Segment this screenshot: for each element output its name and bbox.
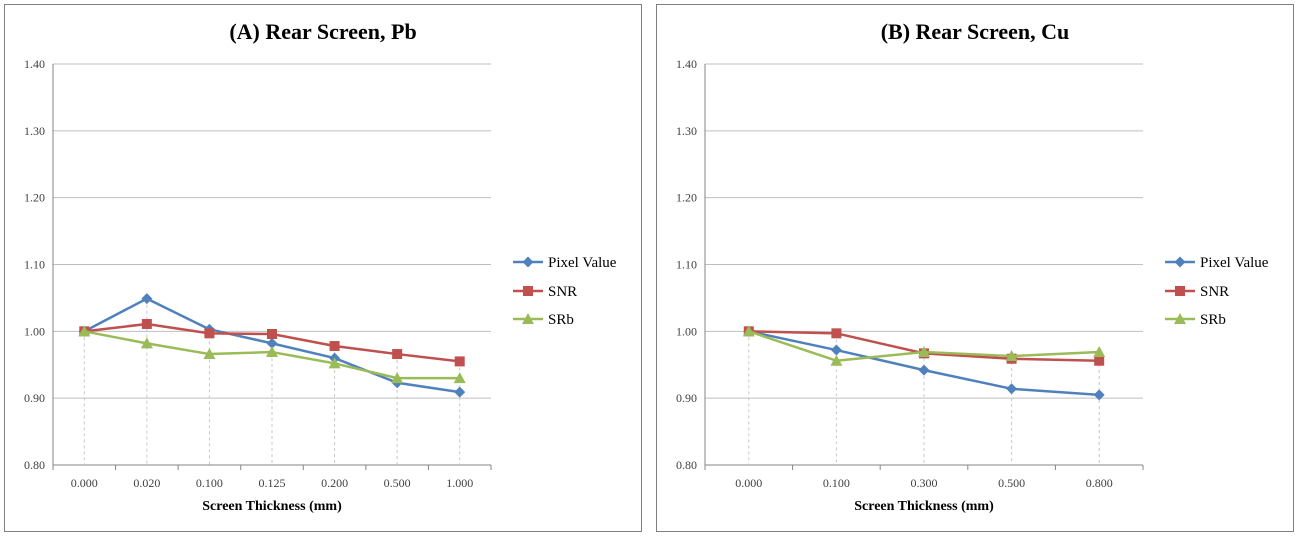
chart-b-point-snr [1094,355,1105,366]
chart-b-xtick-label: 0.800 [1086,476,1113,490]
chart-b-point-pixel-value [830,344,842,356]
chart-a-xtick-label: 0.125 [259,476,286,490]
chart-b-title: (B) Rear Screen, Cu [881,19,1070,44]
chart-b-series-line-pixel-value [748,330,1100,397]
chart-b-ytick-label: 0.80 [676,458,697,472]
chart-a-svg: (A) Rear Screen, Pb 0.80 0.90 1.00 1.10 1.20 1… [24,19,617,514]
chart-a-point-srb [140,337,153,349]
chart-b-legend-marker-snr [1175,286,1185,296]
chart-a-ytick-label: 0.80 [24,458,45,472]
chart-b-ytick-label: 1.40 [676,57,697,71]
chart-b-legend-marker-srb [1174,313,1186,324]
chart-b-xtick-label: 0.300 [911,476,938,490]
chart-a-point-srb [203,348,216,360]
chart-a-xlabel: Screen Thickness (mm) [202,499,342,514]
chart-a-ytick-label: 1.40 [24,57,45,71]
chart-a-legend-label-pixel-value: Pixel Value [548,255,617,271]
chart-a-point-pixel-value [266,337,278,349]
chart-a-point-pixel-value [141,293,153,305]
chart-b-ytick-label: 1.30 [676,124,697,138]
chart-a-point-snr [454,356,465,367]
chart-b-ytick-label: 1.10 [676,258,697,272]
chart-b-point-srb [1093,346,1106,358]
chart-a-ytick-label: 1.30 [24,124,45,138]
chart-a-point-snr [392,349,403,360]
chart-a-point-snr [267,329,277,340]
chart-a-xtick-label: 1.000 [446,476,473,490]
chart-a-legend-marker-snr [523,286,533,296]
chart-b-point-srb [918,346,930,358]
chart-b-ytick-label: 1.20 [676,191,697,205]
chart-a-point-pixel-value [454,386,466,398]
chart-panel-b: (B) Rear Screen, Cu 0.80 0.90 1.00 1.10 1.20 1… [656,4,1294,532]
chart-b-point-snr [831,328,842,339]
chart-a-point-srb [78,325,91,337]
chart-b-svg: (B) Rear Screen, Cu 0.80 0.90 1.00 1.10 1.20 1… [676,19,1269,514]
chart-a-point-snr [204,328,215,339]
chart-a-point-srb [391,372,404,384]
chart-a-ytick-label: 1.20 [24,191,45,205]
chart-a-point-srb [266,346,278,358]
chart-b-legend-marker-pixel-value [1174,256,1186,268]
chart-b-legend-label-pixel-value: Pixel Value [1200,255,1269,271]
chart-a-title: (A) Rear Screen, Pb [229,19,416,44]
chart-a-legend-label-snr: SNR [548,284,577,300]
chart-a-xtick-label: 0.200 [321,476,348,490]
chart-a-xtick-label: 0.100 [196,476,223,490]
chart-b-point-pixel-value [1093,389,1105,401]
chart-b-point-srb [742,325,755,337]
chart-a-xtick-label: 0.500 [384,476,411,490]
chart-a-xtick-label: 0.020 [133,476,160,490]
chart-a-xtick-label: 0.000 [71,476,98,490]
chart-a-legend-marker-pixel-value [522,256,534,268]
chart-b-legend-label-srb: SRb [1200,312,1226,328]
chart-b-point-pixel-value [1006,383,1018,395]
chart-a-ytick-label: 1.10 [24,258,45,272]
chart-b-ytick-label: 0.90 [676,391,697,405]
chart-b-xtick-label: 0.100 [823,476,850,490]
chart-b-xlabel: Screen Thickness (mm) [854,499,994,514]
chart-b-xtick-label: 0.000 [735,476,762,490]
chart-b-legend-label-snr: SNR [1200,284,1229,300]
chart-a-point-snr [329,341,340,352]
chart-a-legend-marker-srb [522,313,534,324]
chart-panel-a: (A) Rear Screen, Pb 0.80 0.90 1.00 1.10 1.20 1… [4,4,642,532]
chart-b-xtick-label: 0.500 [998,476,1025,490]
chart-b-ytick-label: 1.00 [676,324,697,338]
chart-a-point-srb [453,372,466,384]
chart-b-point-srb [830,354,843,366]
chart-a-ytick-label: 0.90 [24,391,45,405]
chart-b-point-pixel-value [918,364,930,376]
chart-a-point-snr [141,318,152,329]
chart-b-point-srb [1005,350,1018,362]
chart-a-point-srb [328,357,341,369]
chart-a-legend-label-srb: SRb [548,312,574,328]
chart-a-ytick-label: 1.00 [24,324,45,338]
